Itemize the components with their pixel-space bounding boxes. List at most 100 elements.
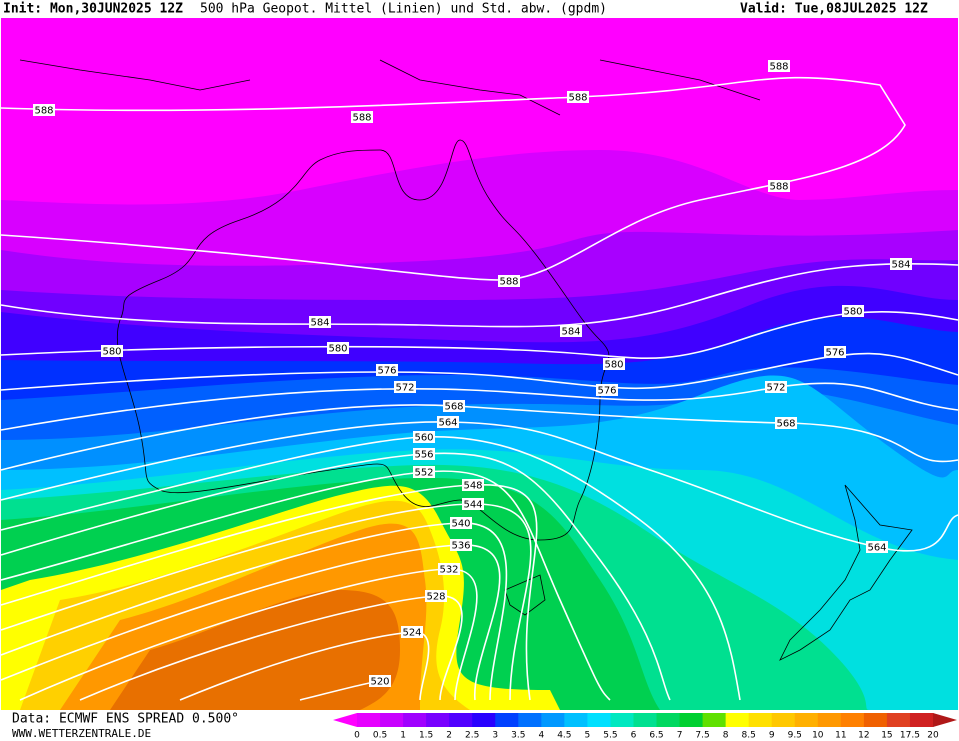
colorbar-swatch — [748, 713, 773, 727]
contour-label-box — [450, 517, 472, 529]
contour-line — [0, 544, 501, 701]
contour-label: 584 — [891, 260, 910, 271]
coastline — [19, 59, 761, 116]
contour-label: 552 — [414, 468, 433, 479]
colorbar-swatch — [449, 713, 473, 727]
contour-line — [0, 503, 532, 701]
colorbar-swatch — [587, 713, 611, 727]
coastline — [779, 484, 913, 661]
contour-label-box — [498, 275, 520, 287]
contour-label: 536 — [451, 541, 470, 552]
contour-label: 556 — [414, 450, 433, 461]
contour-line — [0, 435, 741, 701]
colorbar-swatch — [840, 713, 865, 727]
contour-label-box — [438, 563, 460, 575]
colorbar-label: 8 — [723, 731, 729, 741]
colorbar-swatch — [886, 713, 911, 727]
contour-line — [0, 470, 611, 701]
colorbar-arrow — [933, 713, 957, 727]
colorbar-swatch — [610, 713, 634, 727]
contour-label-box — [765, 381, 787, 393]
header-bar — [0, 0, 959, 18]
contour-line — [0, 352, 959, 391]
contour-label: 588 — [499, 277, 518, 288]
contour-label-box — [413, 448, 435, 460]
colorbar-swatch — [403, 713, 427, 727]
contour-label-box — [567, 91, 589, 103]
contour-label-box — [401, 626, 423, 638]
contour-label: 580 — [843, 307, 862, 318]
colorbar-swatch — [909, 713, 934, 727]
contour-labels: 588 588 588 588 588 588 584 584 584 580 580 580 580 5… — [33, 60, 912, 688]
colorbar-swatch — [679, 713, 704, 727]
contour-label-box — [376, 364, 398, 376]
contour-label: 584 — [310, 318, 329, 329]
map: 588 588 588 588 588 588 584 584 584 580 580 580 580 5… — [0, 18, 959, 710]
map-title: 500 hPa Geopot. Mittel (Linien) und Std.… — [200, 2, 607, 17]
contour-label: 528 — [426, 592, 445, 603]
colorbar-label: 5 — [585, 731, 591, 741]
colorbar-swatch — [863, 713, 888, 727]
contour-label-box — [768, 60, 790, 72]
colorbar-label: 1 — [400, 731, 406, 741]
contour-label-box — [351, 111, 373, 123]
colorbar: 0 0.5 1 1.5 2 2.5 3 3.5 4 4.5 5 5.5 6 6.5 7 7.5 8 8.5 9 9.5… — [333, 713, 957, 741]
colorbar-swatch — [794, 713, 819, 727]
colorbar-swatch — [495, 713, 519, 727]
colorbar-swatch — [472, 713, 496, 727]
contour-line — [0, 262, 959, 328]
colorbar-label: 7 — [677, 731, 683, 741]
contour-label: 580 — [328, 344, 347, 355]
colorbar-swatch — [564, 713, 588, 727]
init-time: Init: Mon,30JUN2025 12Z — [3, 2, 183, 17]
contour-label-box — [437, 416, 459, 428]
colorbar-label: 17.5 — [900, 731, 920, 741]
contour-label-box — [560, 325, 582, 337]
contour-label-box — [866, 541, 888, 553]
colorbar-label: 6.5 — [649, 731, 663, 741]
contour-label: 580 — [102, 347, 121, 358]
contour-line — [0, 522, 508, 701]
contour-label: 584 — [561, 327, 580, 338]
colorbar-swatch — [771, 713, 796, 727]
colorbar-label: 2.5 — [465, 731, 479, 741]
contour-label-box — [775, 417, 797, 429]
colorbar-swatch — [541, 713, 565, 727]
contour-label-box — [842, 305, 864, 317]
colorbar-arrow — [333, 713, 357, 727]
colorbar-label: 0.5 — [373, 731, 387, 741]
valid-time: Valid: Tue,08JUL2025 12Z — [740, 2, 928, 17]
contour-label: 564 — [438, 418, 457, 429]
contour-label-box — [33, 104, 55, 116]
contour-line — [0, 452, 671, 701]
contour-label: 576 — [597, 386, 616, 397]
colorbar-label: 8.5 — [742, 731, 756, 741]
colorbar-label: 0 — [354, 731, 360, 741]
colorbar-swatch — [817, 713, 842, 727]
contour-label: 588 — [352, 113, 371, 124]
contour-label: 548 — [463, 481, 482, 492]
colorbar-label: 2 — [446, 731, 452, 741]
contour-line — [79, 595, 463, 701]
contour-label-box — [768, 180, 790, 192]
colorbar-label: 12 — [858, 731, 869, 741]
colorbar-label: 11 — [835, 731, 846, 741]
contour-label: 540 — [451, 519, 470, 530]
colorbar-label: 7.5 — [695, 731, 709, 741]
contour-label: 576 — [825, 348, 844, 359]
colorbar-label: 5.5 — [603, 731, 617, 741]
contour-label: 588 — [568, 93, 587, 104]
contour-label: 580 — [604, 360, 623, 371]
contour-label: 568 — [776, 419, 795, 430]
field — [110, 590, 400, 710]
colorbar-label: 9.5 — [788, 731, 802, 741]
contour-label-box — [413, 431, 435, 443]
contour-label-box — [890, 258, 912, 270]
contour-label: 568 — [444, 402, 463, 413]
site: WWW.WETTERZENTRALE.DE — [12, 727, 151, 740]
contour-label-box — [394, 381, 416, 393]
contour-label: 588 — [769, 62, 788, 73]
colorbar-label: 9 — [769, 731, 775, 741]
contour-line — [0, 404, 959, 471]
